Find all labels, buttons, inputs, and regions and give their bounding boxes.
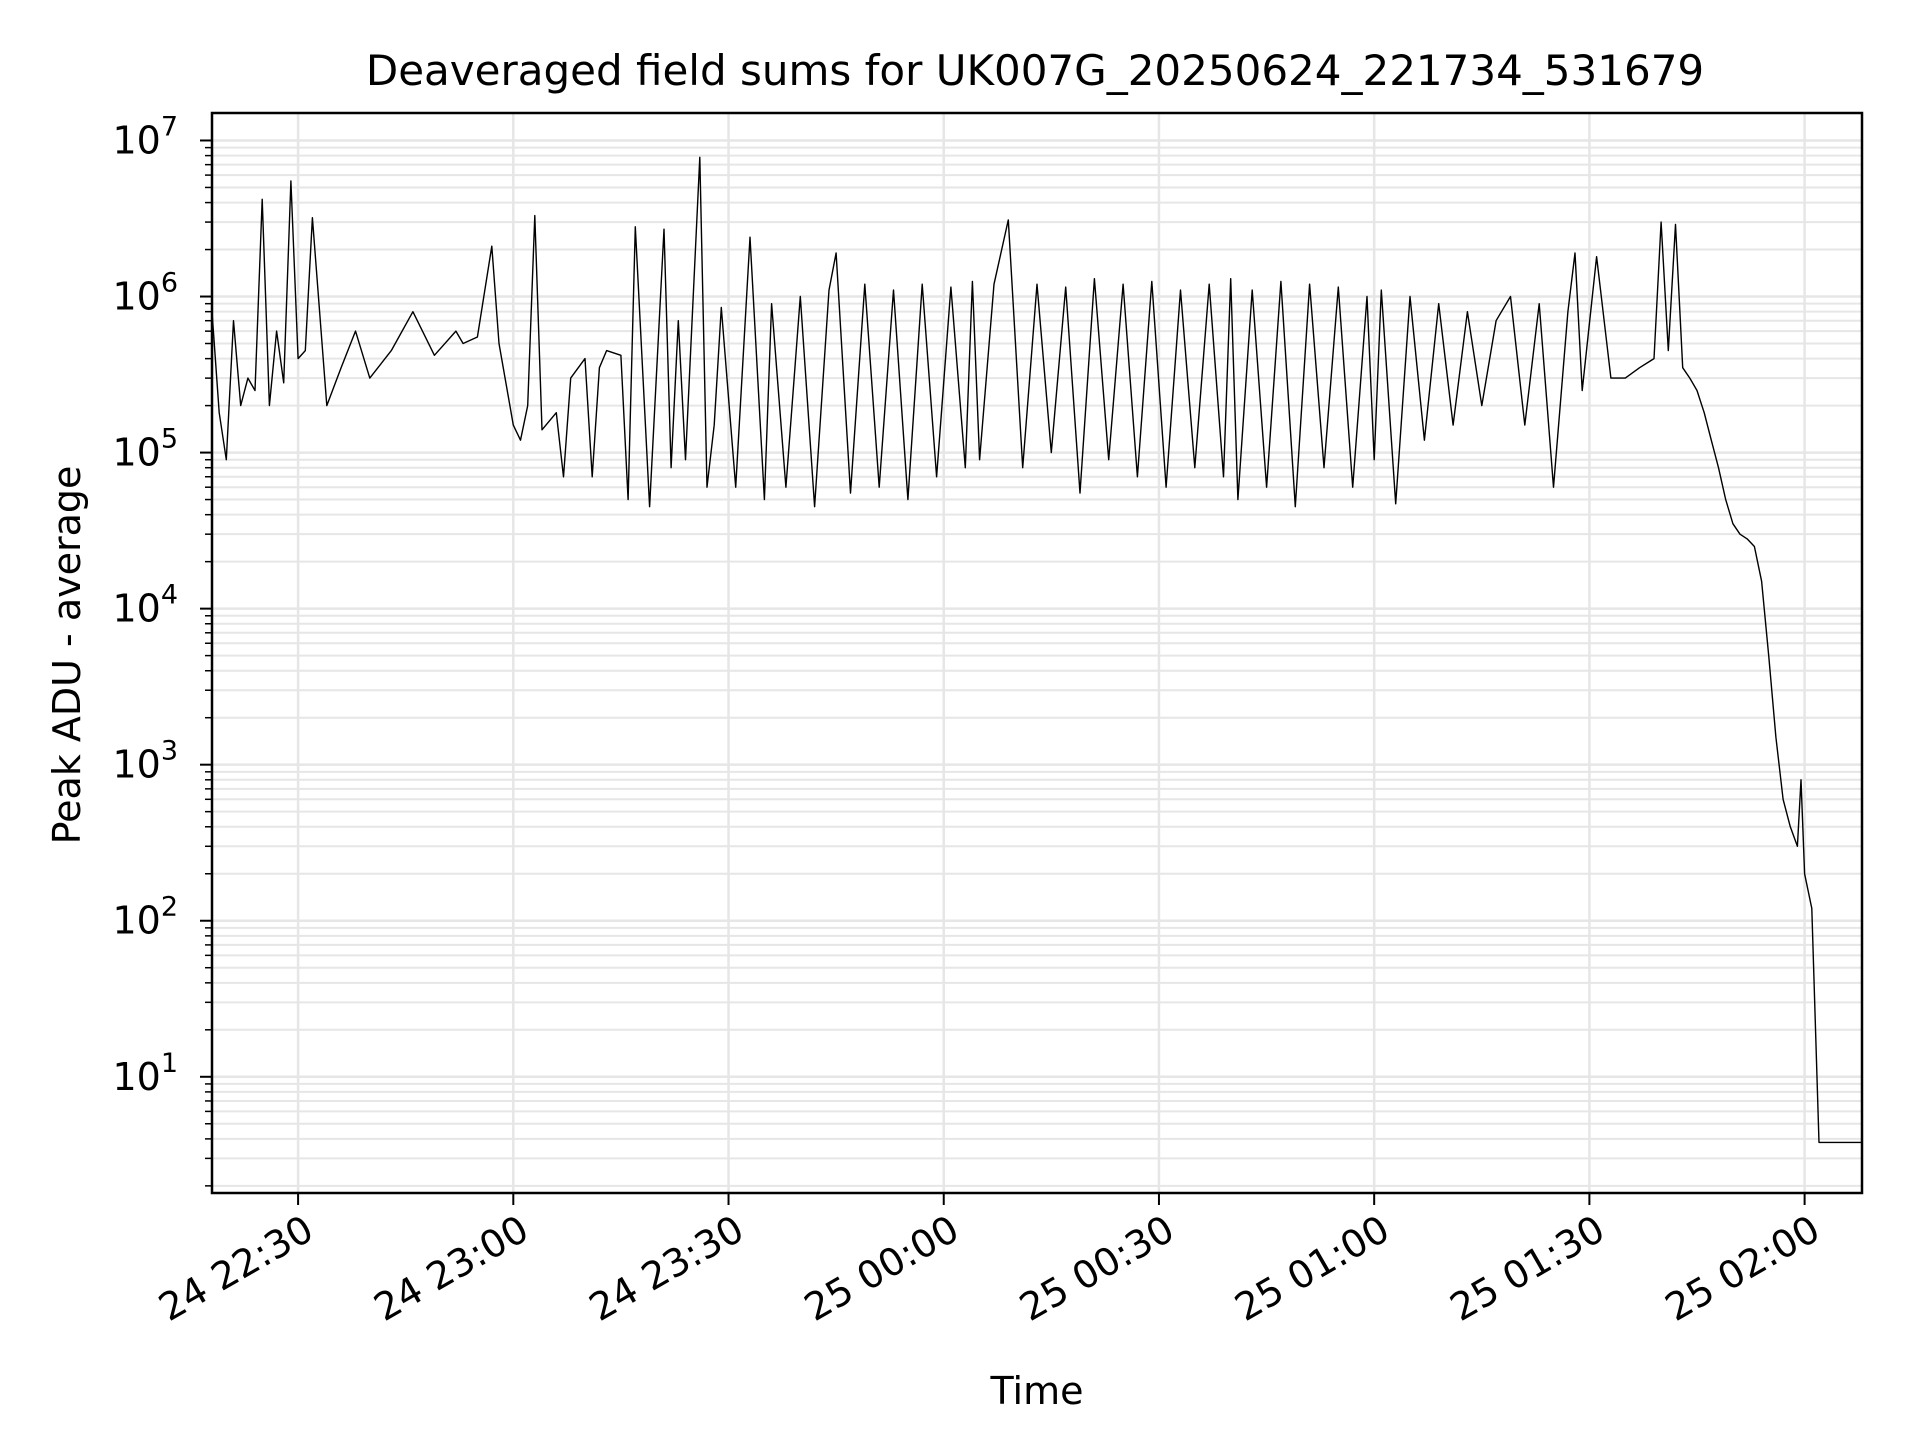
x-axis-label: Time: [990, 1369, 1084, 1413]
y-tick-label: 103: [112, 736, 178, 787]
series-line: [211, 156, 1862, 1144]
y-tick-label: 104: [112, 580, 178, 631]
y-tick-label: 101: [112, 1048, 178, 1099]
y-tick-label: 102: [112, 892, 178, 943]
y-tick-label: 106: [112, 268, 178, 319]
y-tick-label: 105: [112, 424, 178, 475]
y-tick-label: 107: [112, 111, 178, 162]
chart-title: Deaveraged field sums for UK007G_2025062…: [366, 46, 1704, 95]
y-axis-label: Peak ADU - average: [45, 466, 89, 845]
plot-frame: [210, 111, 1864, 1195]
